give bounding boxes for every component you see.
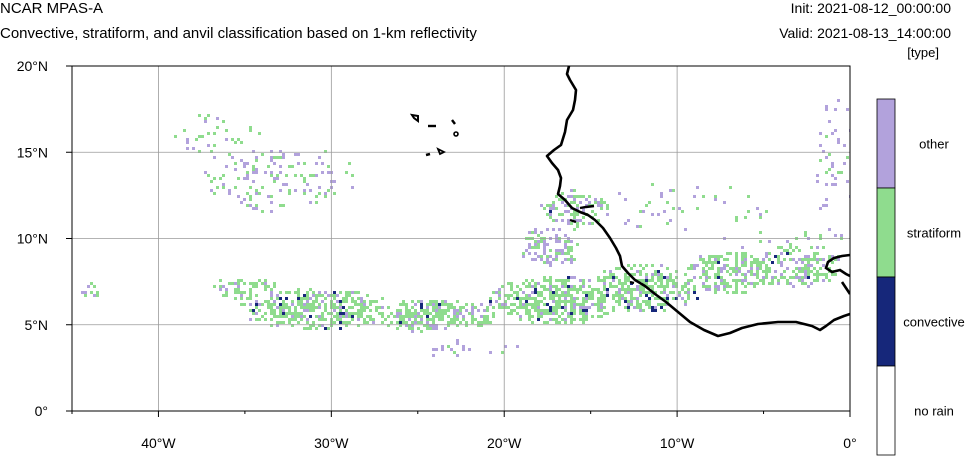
axis-ticks: 40°W 30°W 20°W 10°W 0° 0° 5°N 10°N 15°N 20°N bbox=[17, 58, 857, 451]
legend-label: convective bbox=[903, 315, 964, 330]
legend-swatch-stratiform bbox=[876, 187, 896, 278]
legend-swatch-convective bbox=[876, 276, 896, 367]
y-tick-label: 0° bbox=[35, 403, 48, 419]
units-label: [type] bbox=[907, 45, 939, 60]
legend-swatch-other bbox=[876, 98, 896, 189]
valid-time: Valid: 2021-08-13_14:00:00 bbox=[779, 25, 951, 41]
coastal-segment bbox=[579, 204, 595, 210]
x-tick-label: 30°W bbox=[314, 435, 349, 451]
x-tick-label: 10°W bbox=[660, 435, 695, 451]
coastal-segment-2 bbox=[569, 218, 577, 224]
coastlines bbox=[409, 66, 850, 338]
east-coast-edge bbox=[824, 253, 850, 295]
cape-verde-island-1 bbox=[409, 113, 419, 123]
cape-verde-island-4 bbox=[453, 131, 459, 137]
x-tick-label: 40°W bbox=[141, 435, 176, 451]
cape-verde-island-6 bbox=[436, 147, 447, 156]
init-time: Init: 2021-08-12_00:00:00 bbox=[790, 0, 951, 16]
cape-verde-island-5 bbox=[425, 152, 431, 157]
small-islet bbox=[629, 280, 635, 285]
legend-label: stratiform bbox=[907, 226, 961, 241]
cape-verde-island-3 bbox=[451, 119, 456, 125]
legend-colorbar: other stratiform convective no rain bbox=[876, 98, 965, 456]
gridlines bbox=[72, 66, 850, 411]
west-africa-coastline bbox=[545, 66, 850, 338]
legend-swatch-no-rain bbox=[876, 365, 896, 456]
legend-label: other bbox=[919, 137, 949, 152]
plot-title: Convective, stratiform, and anvil classi… bbox=[0, 25, 477, 42]
y-tick-label: 15°N bbox=[17, 144, 48, 160]
y-tick-label: 20°N bbox=[17, 58, 48, 74]
precipitation-classification-field bbox=[81, 99, 850, 357]
x-tick-label: 0° bbox=[843, 435, 856, 451]
model-name: NCAR MPAS-A bbox=[0, 0, 104, 17]
x-tick-label: 20°W bbox=[487, 435, 522, 451]
y-tick-label: 10°N bbox=[17, 231, 48, 247]
y-tick-label: 5°N bbox=[25, 317, 49, 333]
map-plot-area bbox=[71, 65, 851, 412]
legend-label: no rain bbox=[914, 404, 954, 419]
